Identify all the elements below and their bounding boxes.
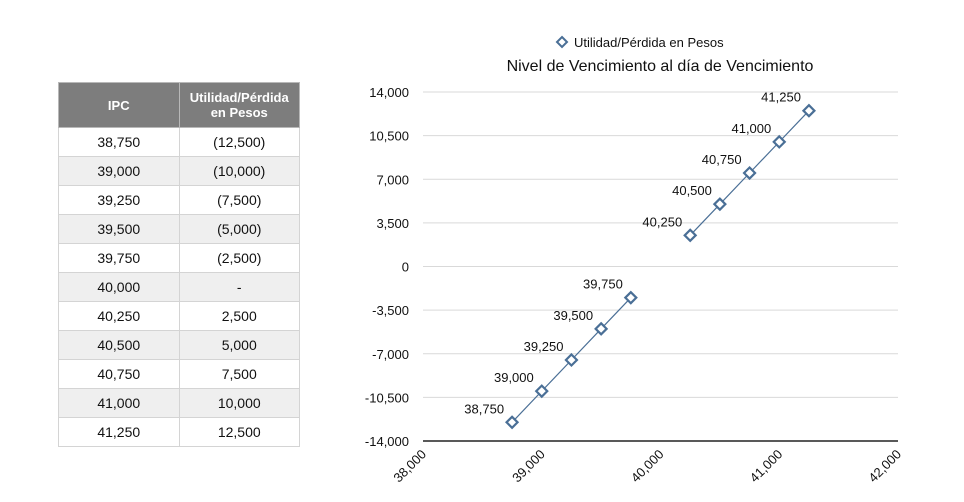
data-point	[505, 415, 520, 430]
table-row: 40,750 7,500	[58, 359, 300, 389]
data-label: 38,750	[464, 401, 504, 416]
column-header-ipc: IPC	[58, 82, 180, 128]
profit-loss-cell: (7,500)	[178, 185, 300, 215]
profit-loss-cell: 7,500	[178, 359, 300, 389]
series-line-segment	[571, 328, 602, 361]
profit-loss-cell: 2,500	[178, 301, 300, 331]
data-point	[801, 103, 816, 118]
ipc-cell: 38,750	[58, 127, 180, 157]
y-tick-label: -7,000	[372, 347, 409, 362]
series-line-segment	[511, 390, 543, 423]
table-row: 40,000-	[58, 272, 300, 302]
x-tick-label: 41,000	[747, 447, 786, 486]
ipc-cell: 41,000	[58, 388, 180, 418]
data-point	[742, 165, 757, 181]
data-point	[594, 321, 609, 336]
y-tick-label: 7,000	[376, 172, 409, 187]
y-tick-label: -3,500	[372, 303, 409, 318]
series-line-segment	[689, 203, 721, 236]
series-line-segment	[719, 172, 750, 205]
y-tick-label: -10,500	[365, 390, 409, 405]
series-line-segment	[541, 359, 572, 392]
grid-lines	[423, 91, 898, 398]
table-header-row: IPC Utilidad/Pérdida en Pesos	[58, 82, 300, 128]
y-tick-label: 14,000	[369, 85, 409, 100]
data-point	[683, 228, 698, 243]
table-row: 41,000 10,000	[58, 388, 300, 418]
table-row: 39,500 (5,000)	[58, 214, 300, 244]
data-label: 39,750	[583, 277, 623, 292]
legend-label: Utilidad/Pérdida en Pesos	[574, 35, 724, 50]
ipc-cell: 39,000	[58, 156, 180, 186]
ipc-cell: 39,750	[58, 243, 180, 273]
x-tick-label: 39,000	[509, 447, 548, 486]
data-point	[534, 384, 549, 399]
x-tick-label: 42,000	[865, 447, 904, 486]
table-row: 40,500 5,000	[58, 330, 300, 360]
ipc-cell: 41,250	[58, 417, 180, 447]
payoff-table: IPC Utilidad/Pérdida en Pesos 38,750 (12,…	[58, 82, 300, 447]
y-tick-label: -14,000	[365, 434, 409, 449]
ipc-cell: 39,250	[58, 185, 180, 215]
data-label: 40,250	[642, 214, 682, 229]
series-line-segment	[778, 110, 810, 143]
y-tick-label: 10,500	[369, 129, 409, 144]
y-tick-label: 0	[402, 260, 409, 275]
data-point	[623, 290, 638, 305]
payoff-table-container: IPC Utilidad/Pérdida en Pesos 38,750 (12,…	[58, 82, 300, 447]
profit-loss-cell: 12,500	[178, 417, 300, 447]
data-label: 39,000	[494, 370, 534, 385]
profit-loss-cell: (5,000)	[178, 214, 300, 244]
data-label: 40,500	[672, 183, 712, 198]
ipc-cell: 40,500	[58, 330, 180, 360]
table-row: 38,750 (12,500)	[58, 127, 300, 157]
ipc-cell: 39,500	[58, 214, 180, 244]
profit-loss-cell: 10,000	[178, 388, 300, 418]
legend-marker-icon	[555, 35, 569, 49]
data-label: 39,250	[524, 339, 564, 354]
y-tick-label: 3,500	[376, 216, 409, 231]
x-tick-label: 40,000	[628, 447, 667, 486]
data-label: 41,250	[761, 90, 801, 105]
series-layer: 38,750 39,000 39,250 39,500 39,750 40,250 40,5…	[464, 90, 816, 430]
ipc-cell: 40,750	[58, 359, 180, 389]
data-point	[712, 197, 727, 212]
series-line-segment	[600, 297, 632, 330]
profit-loss-cell: 5,000	[178, 330, 300, 360]
chart-legend: Utilidad/Pérdida en Pesos	[555, 35, 724, 50]
chart-title: Nivel de Vencimiento al día de Vencimien…	[507, 58, 814, 75]
data-label: 41,000	[731, 121, 771, 136]
table-row: 41,250 12,500	[58, 417, 300, 447]
ipc-cell: 40,250	[58, 301, 180, 331]
table-row: 39,750 (2,500)	[58, 243, 300, 273]
axes: 14,000 10,500 7,000 3,500 0 -3,500 -7,000 -10,5…	[365, 85, 904, 485]
table-row: 39,250 (7,500)	[58, 185, 300, 215]
x-tick-label: 38,000	[390, 447, 429, 486]
table-row: 40,250 2,500	[58, 301, 300, 331]
series-line-segment	[749, 141, 780, 174]
profit-loss-cell: (12,500)	[178, 127, 300, 157]
data-point	[564, 352, 579, 368]
data-label: 39,500	[553, 308, 593, 323]
data-point	[772, 134, 787, 149]
column-header-profit-loss: Utilidad/Pérdida en Pesos	[178, 82, 300, 128]
data-label: 40,750	[702, 152, 742, 167]
ipc-cell: 40,000	[58, 272, 180, 302]
